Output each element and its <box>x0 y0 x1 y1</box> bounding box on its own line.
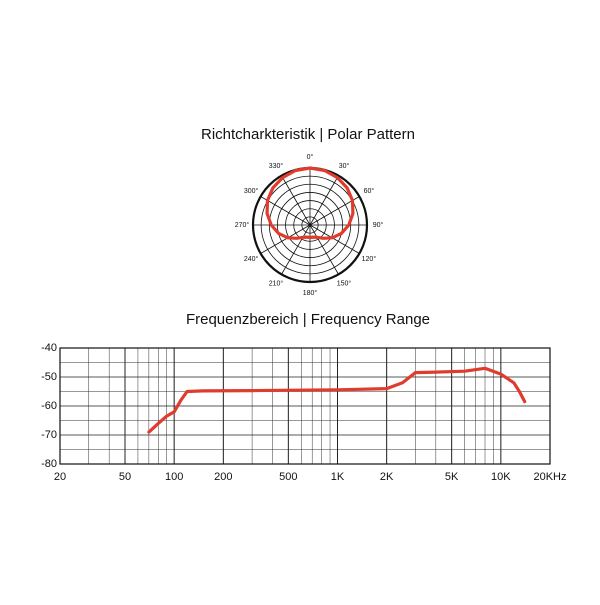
polar-spoke <box>309 224 339 275</box>
y-tick-label: -50 <box>41 371 57 383</box>
plot-frame <box>59 347 551 465</box>
x-tick-label: 1K <box>331 471 345 483</box>
angle-label: 300° <box>244 187 259 195</box>
x-tick-label: 200 <box>214 471 232 483</box>
y-tick-label: -80 <box>41 458 57 470</box>
x-tick-label: 2K <box>380 471 394 483</box>
angle-label: 240° <box>244 255 259 263</box>
x-tick-label: 5K <box>445 471 459 483</box>
angle-label: 210° <box>269 280 284 288</box>
x-tick-label: 10K <box>491 471 511 483</box>
polar-spoke <box>309 175 339 226</box>
polar-spoke <box>309 224 360 254</box>
x-tick-label: 20 <box>54 471 66 483</box>
x-tick-label: 50 <box>119 471 131 483</box>
polar-spoke <box>281 224 311 275</box>
angle-label: 30° <box>339 162 350 170</box>
x-tick-label: 100 <box>165 471 183 483</box>
y-tick-label: -40 <box>41 342 57 354</box>
angle-label: 270° <box>235 221 250 229</box>
angle-label: 60° <box>364 187 375 195</box>
angle-label: 150° <box>337 280 352 288</box>
angle-label: 90° <box>373 221 384 229</box>
y-tick-label: -60 <box>41 400 57 412</box>
frequency-title: Frequenzbereich | Frequency Range <box>186 311 430 328</box>
polar-spoke <box>281 175 311 226</box>
y-tick-label: -70 <box>41 429 57 441</box>
x-tick-label: 20KHz <box>533 471 566 483</box>
angle-label: 0° <box>307 153 314 161</box>
frequency-curve <box>147 366 527 434</box>
angle-label: 180° <box>303 289 318 297</box>
polar-spoke <box>260 224 311 254</box>
angle-label: 120° <box>362 255 377 263</box>
angle-label: 330° <box>269 162 284 170</box>
polar-curve <box>265 166 355 240</box>
x-tick-label: 500 <box>279 471 297 483</box>
polar-title: Richtcharkteristik | Polar Pattern <box>201 126 415 143</box>
